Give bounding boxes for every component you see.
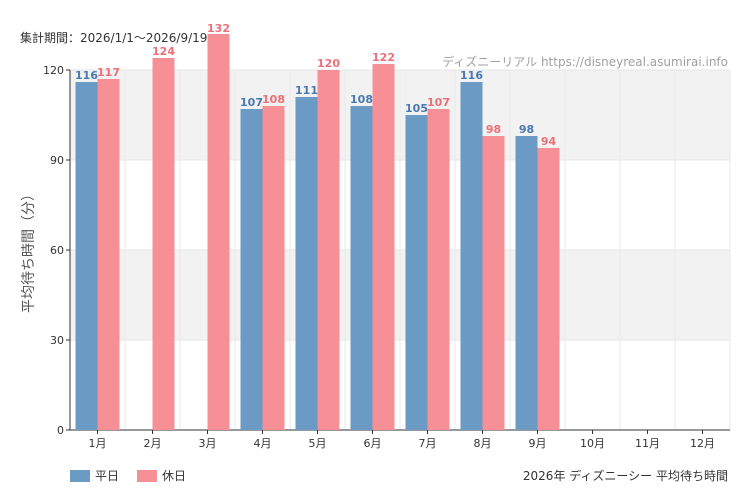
bar-weekday-9	[515, 136, 538, 430]
x-tick-label: 4月	[254, 437, 272, 450]
legend-label-holiday: 休日	[162, 469, 187, 483]
x-tick-label: 9月	[529, 437, 547, 450]
x-tick-label: 11月	[635, 437, 660, 450]
legend-item-holiday[interactable]: 休日	[137, 467, 186, 484]
bar-holiday-3	[207, 34, 230, 430]
y-tick-label: 30	[50, 334, 64, 347]
bar-weekday-6	[350, 106, 373, 430]
y-tick-label: 120	[43, 64, 64, 77]
x-tick-label: 8月	[474, 437, 492, 450]
bar-weekday-8	[460, 82, 483, 430]
data-label-weekday-6: 108	[350, 93, 373, 106]
legend-label-weekday: 平日	[95, 469, 120, 483]
data-label-weekday-4: 107	[240, 96, 263, 109]
bar-holiday-7	[427, 109, 450, 430]
x-tick-label: 6月	[364, 437, 382, 450]
x-tick-label: 7月	[419, 437, 437, 450]
data-label-holiday-4: 108	[262, 93, 285, 106]
legend-item-weekday[interactable]: 平日	[70, 467, 119, 484]
data-label-holiday-2: 124	[152, 45, 175, 58]
data-label-holiday-5: 120	[317, 57, 340, 70]
data-label-weekday-5: 111	[295, 84, 318, 97]
period-text: 集計期間：2026/1/1～2026/9/19	[20, 31, 208, 45]
legend-swatch-weekday	[70, 469, 90, 482]
watermark: ディズニーリアル https://disneyreal.asumirai.inf…	[442, 55, 728, 69]
bar-weekday-4	[240, 109, 263, 430]
x-tick-label: 12月	[690, 437, 715, 450]
data-label-weekday-1: 116	[75, 69, 98, 82]
data-label-weekday-9: 98	[519, 123, 534, 136]
y-tick-label: 90	[50, 154, 64, 167]
data-label-holiday-6: 122	[372, 51, 395, 64]
bar-weekday-1	[75, 82, 98, 430]
bar-holiday-5	[317, 70, 340, 430]
bar-weekday-7	[405, 115, 428, 430]
x-tick-label: 1月	[89, 437, 107, 450]
x-tick-label: 2月	[144, 437, 162, 450]
bar-holiday-8	[482, 136, 505, 430]
data-label-weekday-7: 105	[405, 102, 428, 115]
data-label-holiday-7: 107	[427, 96, 450, 109]
chart-footer-title: 2026年 ディズニーシー 平均待ち時間	[522, 469, 728, 483]
bar-holiday-9	[537, 148, 560, 430]
y-tick-label: 0	[57, 424, 64, 437]
data-label-holiday-1: 117	[97, 66, 120, 79]
data-label-holiday-9: 94	[541, 135, 557, 148]
bar-holiday-1	[97, 79, 120, 430]
data-label-weekday-8: 116	[460, 69, 483, 82]
bar-holiday-2	[152, 58, 175, 430]
legend: 平日 休日	[70, 467, 204, 484]
x-tick-label: 3月	[199, 437, 217, 450]
bar-weekday-5	[295, 97, 318, 430]
data-label-holiday-3: 132	[207, 22, 230, 35]
x-tick-label: 10月	[580, 437, 605, 450]
bar-holiday-4	[262, 106, 285, 430]
data-label-holiday-8: 98	[486, 123, 501, 136]
bar-holiday-6	[372, 64, 395, 430]
x-tick-label: 5月	[309, 437, 327, 450]
y-tick-label: 60	[50, 244, 64, 257]
y-axis-title: 平均待ち時間（分）	[21, 187, 37, 313]
legend-swatch-holiday	[137, 469, 158, 482]
